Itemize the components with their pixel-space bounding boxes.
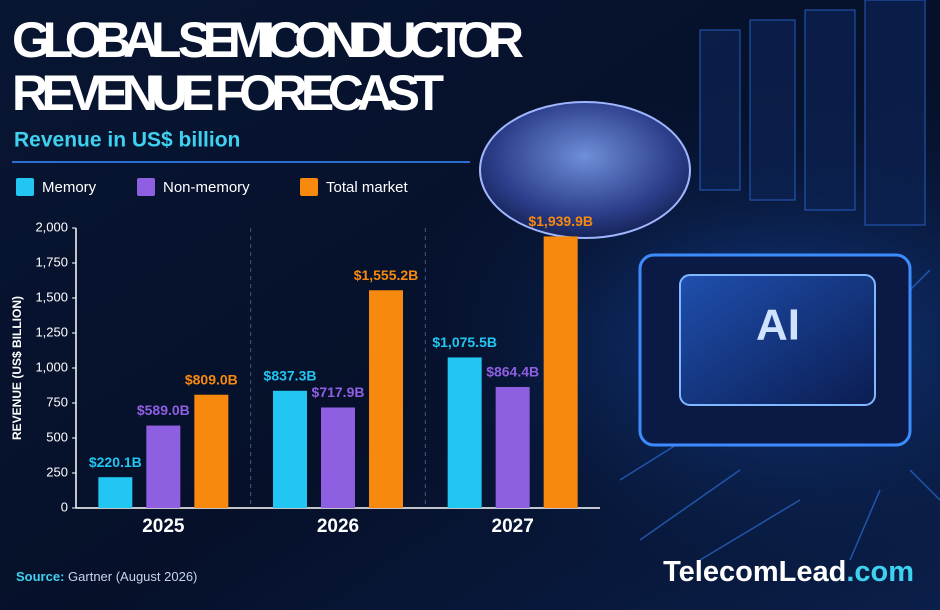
bar [98,477,133,508]
bar [321,407,355,508]
bar-chart: Memory Non-memory Total market 0 250 500 750 1,… [16,178,600,537]
y-tick-label: 1,000 [35,359,68,374]
legend-label: Non-memory [163,179,250,196]
value-label: $837.3B [264,367,317,383]
bar [146,425,181,508]
server-racks [699,0,926,226]
chip-label: AI [756,301,800,350]
title-line: REVENUE FORECAST [12,65,444,121]
legend-swatch [16,178,34,196]
bar [194,394,229,508]
bar [543,236,578,508]
bar [495,386,530,508]
value-label: $809.0B [185,371,238,387]
value-label: $1,555.2B [354,267,419,283]
source-text: Gartner (August 2026) [68,569,197,584]
value-label: $717.9B [312,384,365,400]
y-tick-label: 750 [46,394,68,409]
x-tick-label: 2026 [317,516,359,537]
bar [273,390,307,508]
legend-swatch [300,178,318,196]
source: Source: Gartner (August 2026) [16,569,197,584]
value-label: $864.4B [486,364,539,380]
y-tick-label: 0 [61,499,68,514]
y-axis-label: REVENUE (US$ BILLION) [10,296,24,440]
source-label: Source: [16,569,64,584]
wafer [479,101,691,239]
bar [369,290,403,508]
x-tick-label: 2027 [492,516,534,537]
subtitle: Revenue in US$ billion [14,129,240,152]
brand-name: TelecomLead [663,556,846,588]
y-tick-label: 250 [46,464,68,479]
y-tick-label: 2,000 [35,219,68,234]
y-tick-label: 1,750 [35,254,68,269]
ai-chip: AI [638,253,912,447]
bar [447,357,482,508]
brand-suffix: .com [846,556,914,588]
y-tick-label: 500 [46,429,68,444]
y-tick-label: 1,250 [35,324,68,339]
title-line: GLOBAL SEMICONDUCTOR [12,12,524,68]
legend-label: Memory [42,179,97,196]
x-tick-label: 2025 [142,516,185,537]
value-label: $1,939.9B [528,213,593,229]
y-tick-label: 1,500 [35,289,68,304]
value-label: $589.0B [137,402,190,418]
value-label: $1,075.5B [432,334,497,350]
legend-label: Total market [326,179,409,196]
brand: TelecomLead.com [663,556,914,588]
value-label: $220.1B [89,454,142,470]
legend-swatch [137,178,155,196]
